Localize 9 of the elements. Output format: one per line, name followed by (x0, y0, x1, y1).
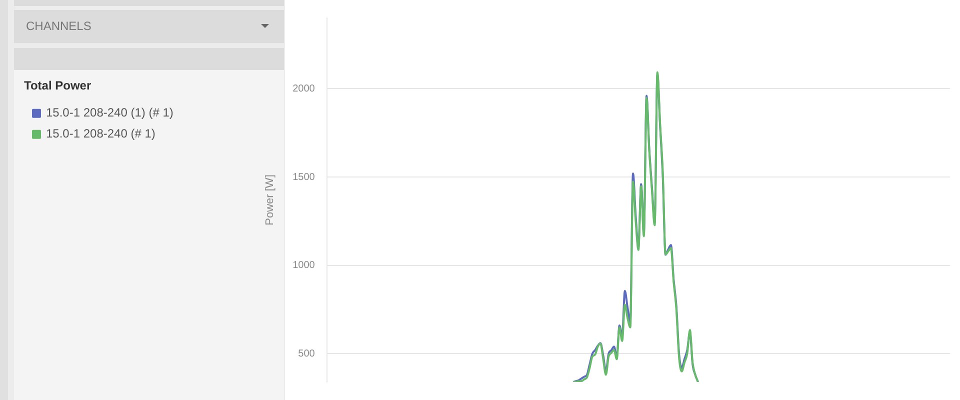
text: CHANNELS (14, 10, 284, 43)
y-tick-label: 1000 (292, 260, 316, 272)
legend-title: Total Power (24, 78, 92, 92)
legend-label: 15.0-1 208-240 (# 1) (46, 126, 156, 141)
legend-label: 15.0-1 208-240 (1) (# 1) (46, 106, 174, 120)
y-tick-label: 2000 (292, 83, 316, 94)
y-axis-title: Power [W] (264, 174, 276, 226)
y-tick-label: 500 (298, 348, 316, 360)
y-tick-label: 1500 (292, 172, 316, 183)
